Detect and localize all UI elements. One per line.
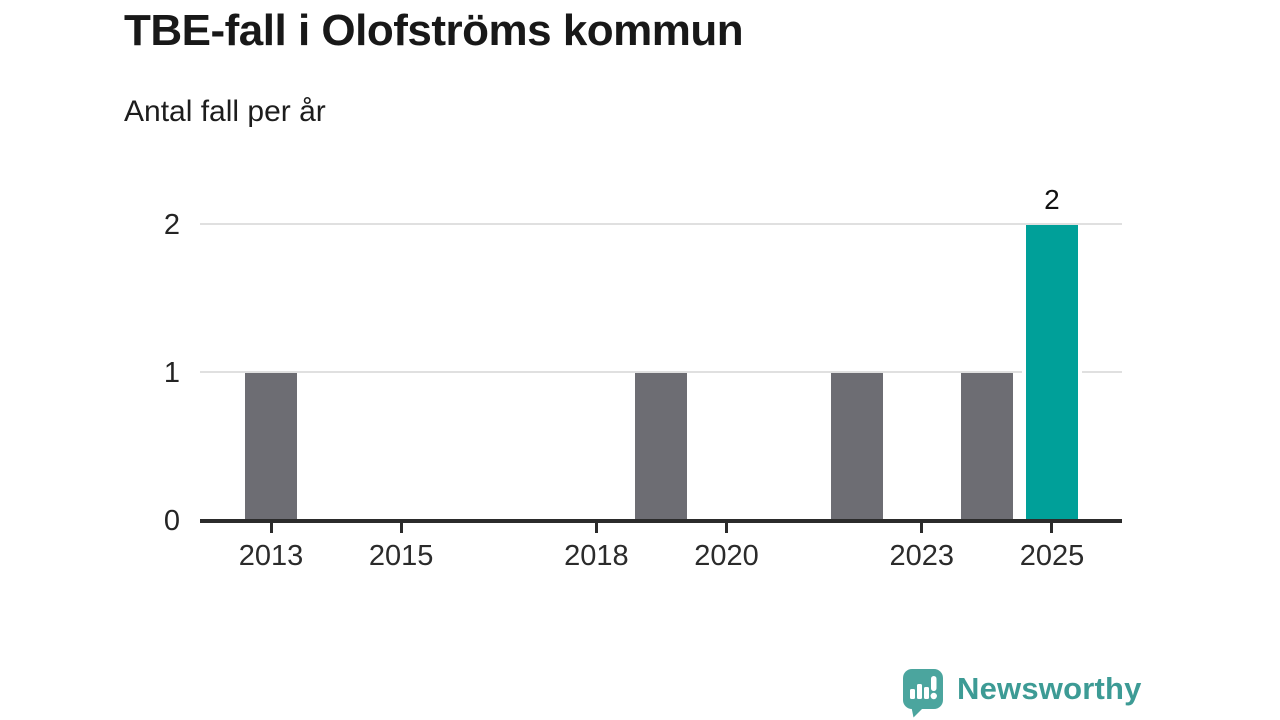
x-axis-tick-2018 <box>594 523 598 533</box>
bar-2022 <box>826 373 887 521</box>
x-axis-label-2013: 2013 <box>238 540 304 572</box>
chart-subtitle: Antal fall per år <box>124 95 326 128</box>
bar-value-label-2025: 2 <box>1044 184 1060 215</box>
y-axis-label-0: 0 <box>163 505 180 537</box>
bar-2024 <box>956 373 1017 521</box>
x-axis-tick-2023 <box>920 523 924 533</box>
x-axis-tick-2013 <box>269 523 273 533</box>
y-axis-label-2: 2 <box>163 209 180 241</box>
y-axis-label-1: 1 <box>163 357 180 389</box>
newsworthy-logo: Newsworthy <box>901 666 1201 718</box>
x-axis-label-2023: 2023 <box>889 540 955 572</box>
x-axis-label-2020: 2020 <box>694 540 759 572</box>
gridline-y-1 <box>200 371 1122 373</box>
newsworthy-speech-bubble-bar-chart-icon <box>901 668 947 720</box>
bar-2013 <box>241 373 301 521</box>
bar-2025-highlighted <box>1021 225 1082 521</box>
x-axis-tick-2025 <box>1050 523 1054 533</box>
x-axis-tick-2015 <box>399 523 403 533</box>
x-axis-label-2025: 2025 <box>1019 540 1085 572</box>
bar-2019 <box>631 373 692 521</box>
newsworthy-logo-text: Newsworthy <box>957 671 1142 706</box>
x-axis-label-2015: 2015 <box>368 540 434 572</box>
x-axis-tick-2020 <box>725 523 729 533</box>
chart-title: TBE-fall i Olofströms kommun <box>124 6 744 55</box>
x-axis-label-2018: 2018 <box>564 540 629 572</box>
x-axis-line <box>200 519 1122 523</box>
gridline-y-2 <box>200 223 1122 225</box>
